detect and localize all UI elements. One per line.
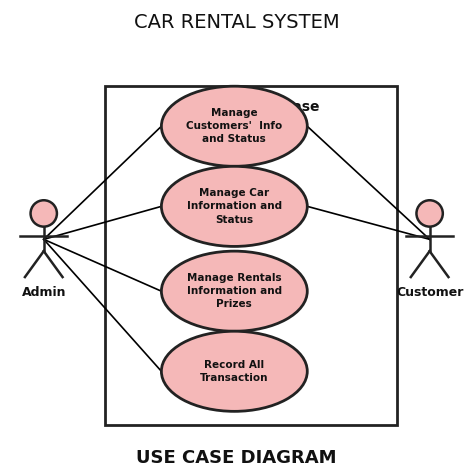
Text: Manage Rentals
Information and
Prizes: Manage Rentals Information and Prizes bbox=[187, 273, 282, 310]
Text: Manage Car
Information and
Status: Manage Car Information and Status bbox=[187, 188, 282, 225]
FancyBboxPatch shape bbox=[105, 86, 397, 426]
Ellipse shape bbox=[161, 166, 307, 246]
Text: USE CASE DIAGRAM: USE CASE DIAGRAM bbox=[137, 448, 337, 466]
Circle shape bbox=[417, 200, 443, 227]
Text: Manage
Customers'  Info
and Status: Manage Customers' Info and Status bbox=[186, 108, 283, 145]
Ellipse shape bbox=[161, 86, 307, 166]
Ellipse shape bbox=[161, 331, 307, 411]
Text: Admin: Admin bbox=[21, 286, 66, 300]
Text: General Use Case: General Use Case bbox=[182, 100, 319, 114]
Text: Record All
Transaction: Record All Transaction bbox=[200, 360, 269, 383]
Text: Customer: Customer bbox=[396, 286, 463, 300]
Ellipse shape bbox=[161, 251, 307, 331]
Text: CAR RENTAL SYSTEM: CAR RENTAL SYSTEM bbox=[134, 13, 339, 32]
Circle shape bbox=[30, 200, 57, 227]
